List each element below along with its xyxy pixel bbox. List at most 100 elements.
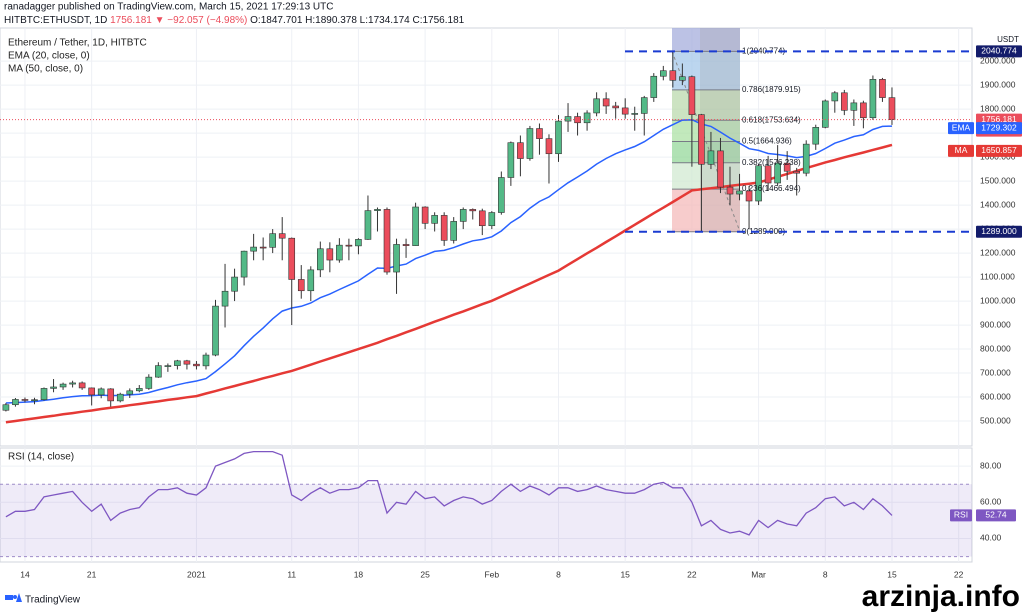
y-tick-label: 1200.000 [980, 247, 1016, 257]
candle-body [669, 70, 677, 81]
candle-body [650, 75, 658, 98]
indicator-line [5, 143, 893, 424]
rsi-line [5, 450, 893, 536]
y-tick-label: 500.000 [980, 415, 1011, 425]
fib-label: 0(1289.000) [742, 227, 785, 236]
y-tick-label: 1500.000 [980, 175, 1016, 185]
fib-top [672, 28, 740, 52]
candle-body [421, 206, 429, 224]
fib-label: 0.236(1466.494) [742, 184, 801, 193]
series-tag-name-bg [948, 122, 974, 135]
x-tick-label: 15 [620, 569, 630, 579]
candle-body [745, 190, 753, 202]
brand: TradingView [25, 595, 81, 606]
candle-body [250, 246, 257, 252]
tv-logo [5, 593, 22, 602]
y-tick-label: 80.00 [980, 460, 1002, 470]
fib-label: 1(2040.774) [742, 46, 785, 55]
candle-body [126, 390, 134, 395]
header-line: HITBTC:ETHUSDT, 1D 1756.181 ▼ −92.057 (−… [4, 15, 465, 26]
rsi-tag-name-bg [950, 509, 972, 522]
rsi-band [0, 484, 972, 557]
candle-body [364, 210, 372, 240]
symbol: HITBTC:ETHUSDT, 1D [4, 15, 107, 26]
hline-tag: 2040.774 [981, 46, 1017, 56]
candle-body [478, 210, 486, 227]
candle-body [69, 382, 76, 385]
x-tick-label: 8 [823, 569, 828, 579]
candle-body [135, 388, 143, 392]
candle-body [155, 365, 162, 378]
candle-body [317, 248, 324, 271]
fib-shade [700, 28, 740, 232]
candle-body [879, 79, 886, 98]
candle-body [459, 209, 467, 222]
candle-body [326, 248, 334, 261]
candle-body [383, 209, 391, 273]
candle-body [517, 142, 524, 159]
currency: USDT [997, 35, 1019, 44]
candle-body [660, 70, 667, 77]
x-tick-label: 14 [20, 569, 30, 579]
series-tag: 1650.857 [981, 145, 1017, 155]
fib-label: 0.382(1576.238) [742, 158, 801, 167]
fib-band [672, 120, 740, 142]
y-tick-label: 2000.000 [980, 55, 1016, 65]
axes: 500.000 600.000 700.000 800.000 900.000 1000.… [20, 45, 1022, 579]
legend-ma: MA (50, close, 0) [8, 64, 83, 75]
candle-body [21, 399, 29, 401]
candle-body [698, 114, 705, 165]
rsi-title: RSI (14, close) [8, 452, 74, 463]
candle-body [183, 360, 191, 365]
candle-body [164, 365, 172, 367]
candle-body [193, 363, 200, 367]
candle-body [107, 388, 115, 402]
candle-body [564, 116, 572, 122]
change: ▼ −92.057 (−4.98%) [155, 15, 248, 26]
candle-body [507, 142, 515, 178]
candle-body [688, 76, 696, 115]
candle-body [869, 79, 877, 119]
candle-body [841, 92, 848, 111]
candle-body [536, 128, 543, 139]
candle-body [736, 190, 743, 195]
x-tick-label: Feb [484, 569, 499, 579]
candle-body [593, 98, 600, 114]
series-tag-name-bg [948, 144, 974, 157]
overlays: 1(2040.774)0.786(1879.915)0.618(1753.634… [0, 46, 972, 236]
candle-body [174, 360, 181, 366]
candle-body [621, 107, 629, 115]
x-tick-label: 2021 [187, 569, 206, 579]
candle-body [793, 170, 800, 174]
chart-title: Ethereum / Tether, 1D, HITBTC [8, 38, 147, 49]
watermark-bg [825, 580, 1024, 612]
candle-body [774, 162, 781, 184]
y-tick-label: 1400.000 [980, 199, 1016, 209]
candle-body [831, 92, 839, 102]
candle-body [631, 113, 639, 115]
hline-tag-bg [976, 225, 1022, 238]
fib-band [672, 51, 740, 90]
publisher: ranadagger published on TradingView.com,… [4, 2, 333, 13]
y-tick-label: 800.000 [980, 343, 1011, 353]
candle-body [240, 250, 248, 278]
candle-body [307, 269, 315, 292]
candle-body [116, 393, 124, 402]
candle-body [59, 383, 67, 388]
fib-label: 0.786(1879.915) [742, 85, 801, 94]
hline-tag: 1289.000 [981, 226, 1017, 236]
candle-body [717, 150, 724, 188]
rsi-tag: 52.74 [985, 510, 1007, 520]
candle-body [336, 244, 343, 261]
last-price: 1756.181 [110, 15, 152, 26]
candle-body [31, 399, 38, 401]
x-tick-label: 11 [287, 569, 296, 579]
candle-body [764, 165, 772, 184]
candle-body [202, 354, 210, 367]
rsi-tag-name: RSI [954, 510, 968, 520]
candle-body [231, 276, 238, 292]
y-tick-label: 1000.000 [980, 295, 1016, 305]
x-tick-label: 22 [687, 569, 697, 579]
candle-body [821, 100, 829, 128]
